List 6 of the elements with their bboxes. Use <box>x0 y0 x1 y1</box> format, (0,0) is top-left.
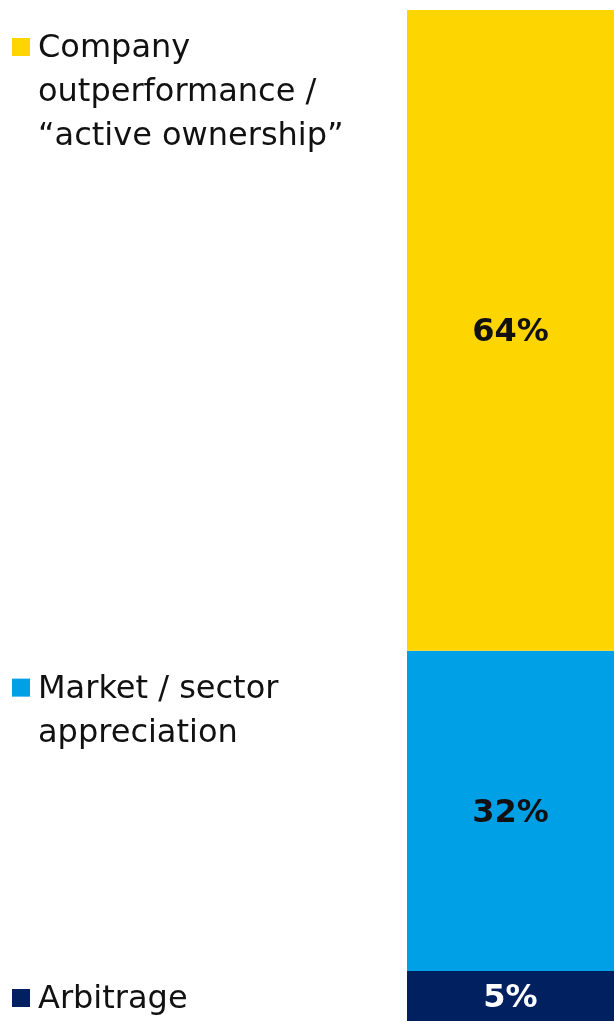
legend-label: Arbitrage <box>38 978 188 1016</box>
data-label: 5% <box>483 976 538 1015</box>
legend-label: Company outperformance / “active ownership” <box>38 27 344 153</box>
data-label: 32% <box>472 791 549 830</box>
legend-label: Market / sector appreciation <box>38 667 289 750</box>
data-label: 64% <box>472 311 549 350</box>
